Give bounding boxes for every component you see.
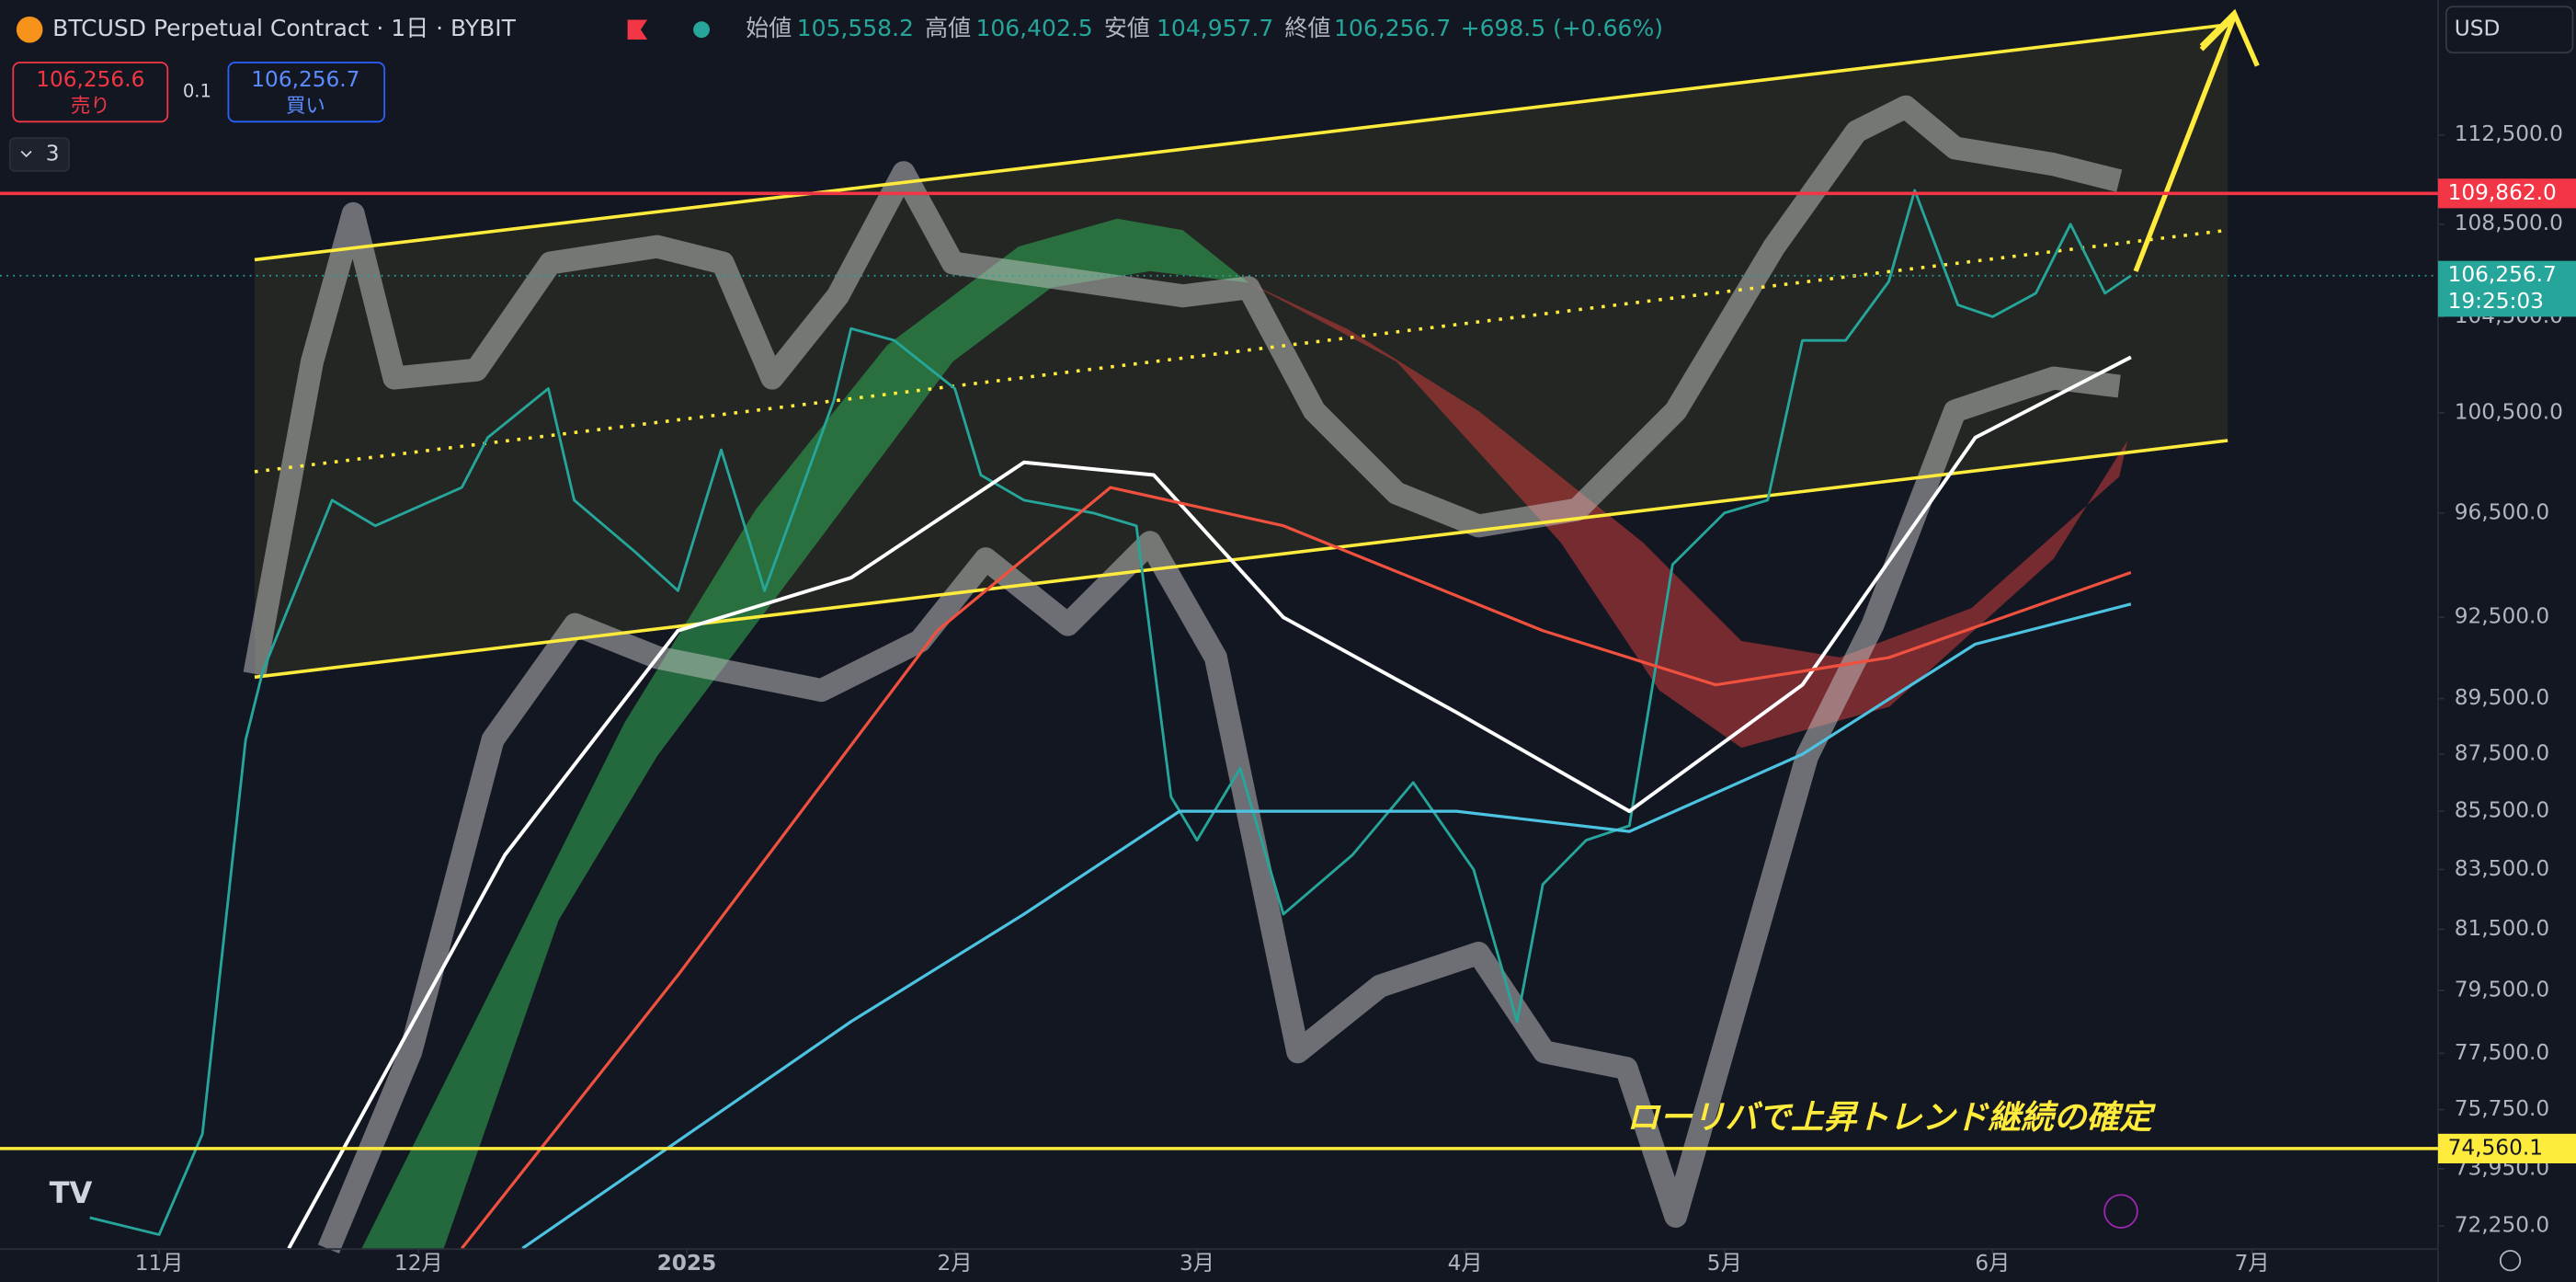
ohlc-value: 105,558.2 [797, 15, 914, 41]
status-dot [693, 21, 710, 39]
logo: TV [50, 1175, 93, 1210]
sell-price[interactable]: 106,256.6 [36, 67, 144, 92]
indicator-toggle[interactable] [8, 137, 70, 172]
coin-icon [16, 16, 43, 43]
cloud-red [1248, 282, 2128, 749]
channel-upper [254, 23, 2228, 262]
y-tick-label: 83,500.0 [2455, 856, 2549, 881]
symbol-title: BTCUSD Perpetual Contract · 1日 · BYBIT [52, 15, 516, 41]
x-tick-label: 6月 [1975, 1251, 2010, 1276]
flag-icon [627, 19, 648, 40]
y-tick-label: 100,500.0 [2455, 399, 2563, 424]
plot-area [89, 8, 2260, 1253]
x-tick-label: 4月 [1448, 1251, 1483, 1276]
buy-label[interactable]: 買い [286, 95, 325, 118]
alert-icon[interactable] [2103, 1194, 2138, 1229]
last-price-label: 106,256.7 [2448, 262, 2557, 287]
countdown: 19:25:03 [2448, 289, 2544, 314]
x-tick-label: 3月 [1180, 1251, 1214, 1276]
cloud-green [361, 218, 1249, 1250]
x-tick-label: 2月 [938, 1251, 973, 1276]
level-label: 74,560.1 [2448, 1135, 2543, 1160]
quantity[interactable]: 0.1 [183, 81, 211, 102]
sell-button[interactable] [12, 62, 169, 123]
channel-fill [254, 24, 2228, 678]
y-tick-label: 112,500.0 [2455, 121, 2563, 146]
series-line [521, 602, 2132, 1250]
channel-mid [254, 228, 2228, 474]
series-line [461, 486, 2132, 1250]
arrow-head [2199, 8, 2260, 67]
ohlc-value: 104,957.7 [1157, 15, 1273, 41]
ohlc-label: 終値 [1284, 15, 1330, 41]
y-tick-label: 87,500.0 [2455, 741, 2549, 766]
buy-price[interactable]: 106,256.7 [251, 67, 359, 92]
x-tick-label: 5月 [1707, 1251, 1742, 1276]
annotation: ローリバで上昇トレンド継続の確定 [1626, 1099, 2157, 1137]
ohlc-label: 始値 [746, 15, 792, 41]
settings-icon[interactable] [2499, 1250, 2522, 1272]
band-upper [243, 95, 2123, 677]
series-line [89, 189, 2132, 1236]
y-tick-label: 81,500.0 [2455, 916, 2549, 941]
y-tick-label: 72,250.0 [2455, 1213, 2549, 1238]
currency-select[interactable] [2445, 6, 2574, 54]
band-lower [317, 366, 2121, 1253]
last-price-box [2437, 260, 2576, 317]
y-tick-label: 79,500.0 [2455, 978, 2549, 1002]
ohlc-label: 安値 [1104, 15, 1150, 41]
y-tick-label: 89,500.0 [2455, 685, 2549, 710]
x-tick-label: 2025 [657, 1251, 717, 1276]
change: +698.5 (+0.66%) [1461, 15, 1663, 41]
x-tick-label: 7月 [2235, 1251, 2270, 1276]
y-tick-label: 77,500.0 [2455, 1040, 2549, 1065]
sell-label[interactable]: 売り [71, 95, 110, 118]
ohlc-label: 高値 [925, 15, 971, 41]
buy-button[interactable] [227, 62, 386, 123]
y-tick-label: 85,500.0 [2455, 798, 2549, 823]
currency[interactable]: USD [2455, 17, 2501, 41]
y-tick-label: 96,500.0 [2455, 499, 2549, 524]
x-tick-label: 12月 [394, 1251, 443, 1276]
level-label: 109,862.0 [2448, 180, 2557, 205]
chevron [20, 150, 32, 158]
level-box [2437, 178, 2576, 209]
ohlc-value: 106,402.5 [975, 15, 1092, 41]
ohlc-value: 106,256.7 [1334, 15, 1451, 41]
indicator-count[interactable]: 3 [46, 142, 60, 166]
y-tick-label: 75,750.0 [2455, 1096, 2549, 1121]
y-tick-label: 92,500.0 [2455, 604, 2549, 629]
level-box [2437, 1133, 2576, 1163]
x-tick-label: 11月 [135, 1251, 184, 1276]
series-line [287, 355, 2132, 1250]
channel-lower [254, 439, 2228, 680]
y-tick-label: 108,500.0 [2455, 211, 2563, 235]
